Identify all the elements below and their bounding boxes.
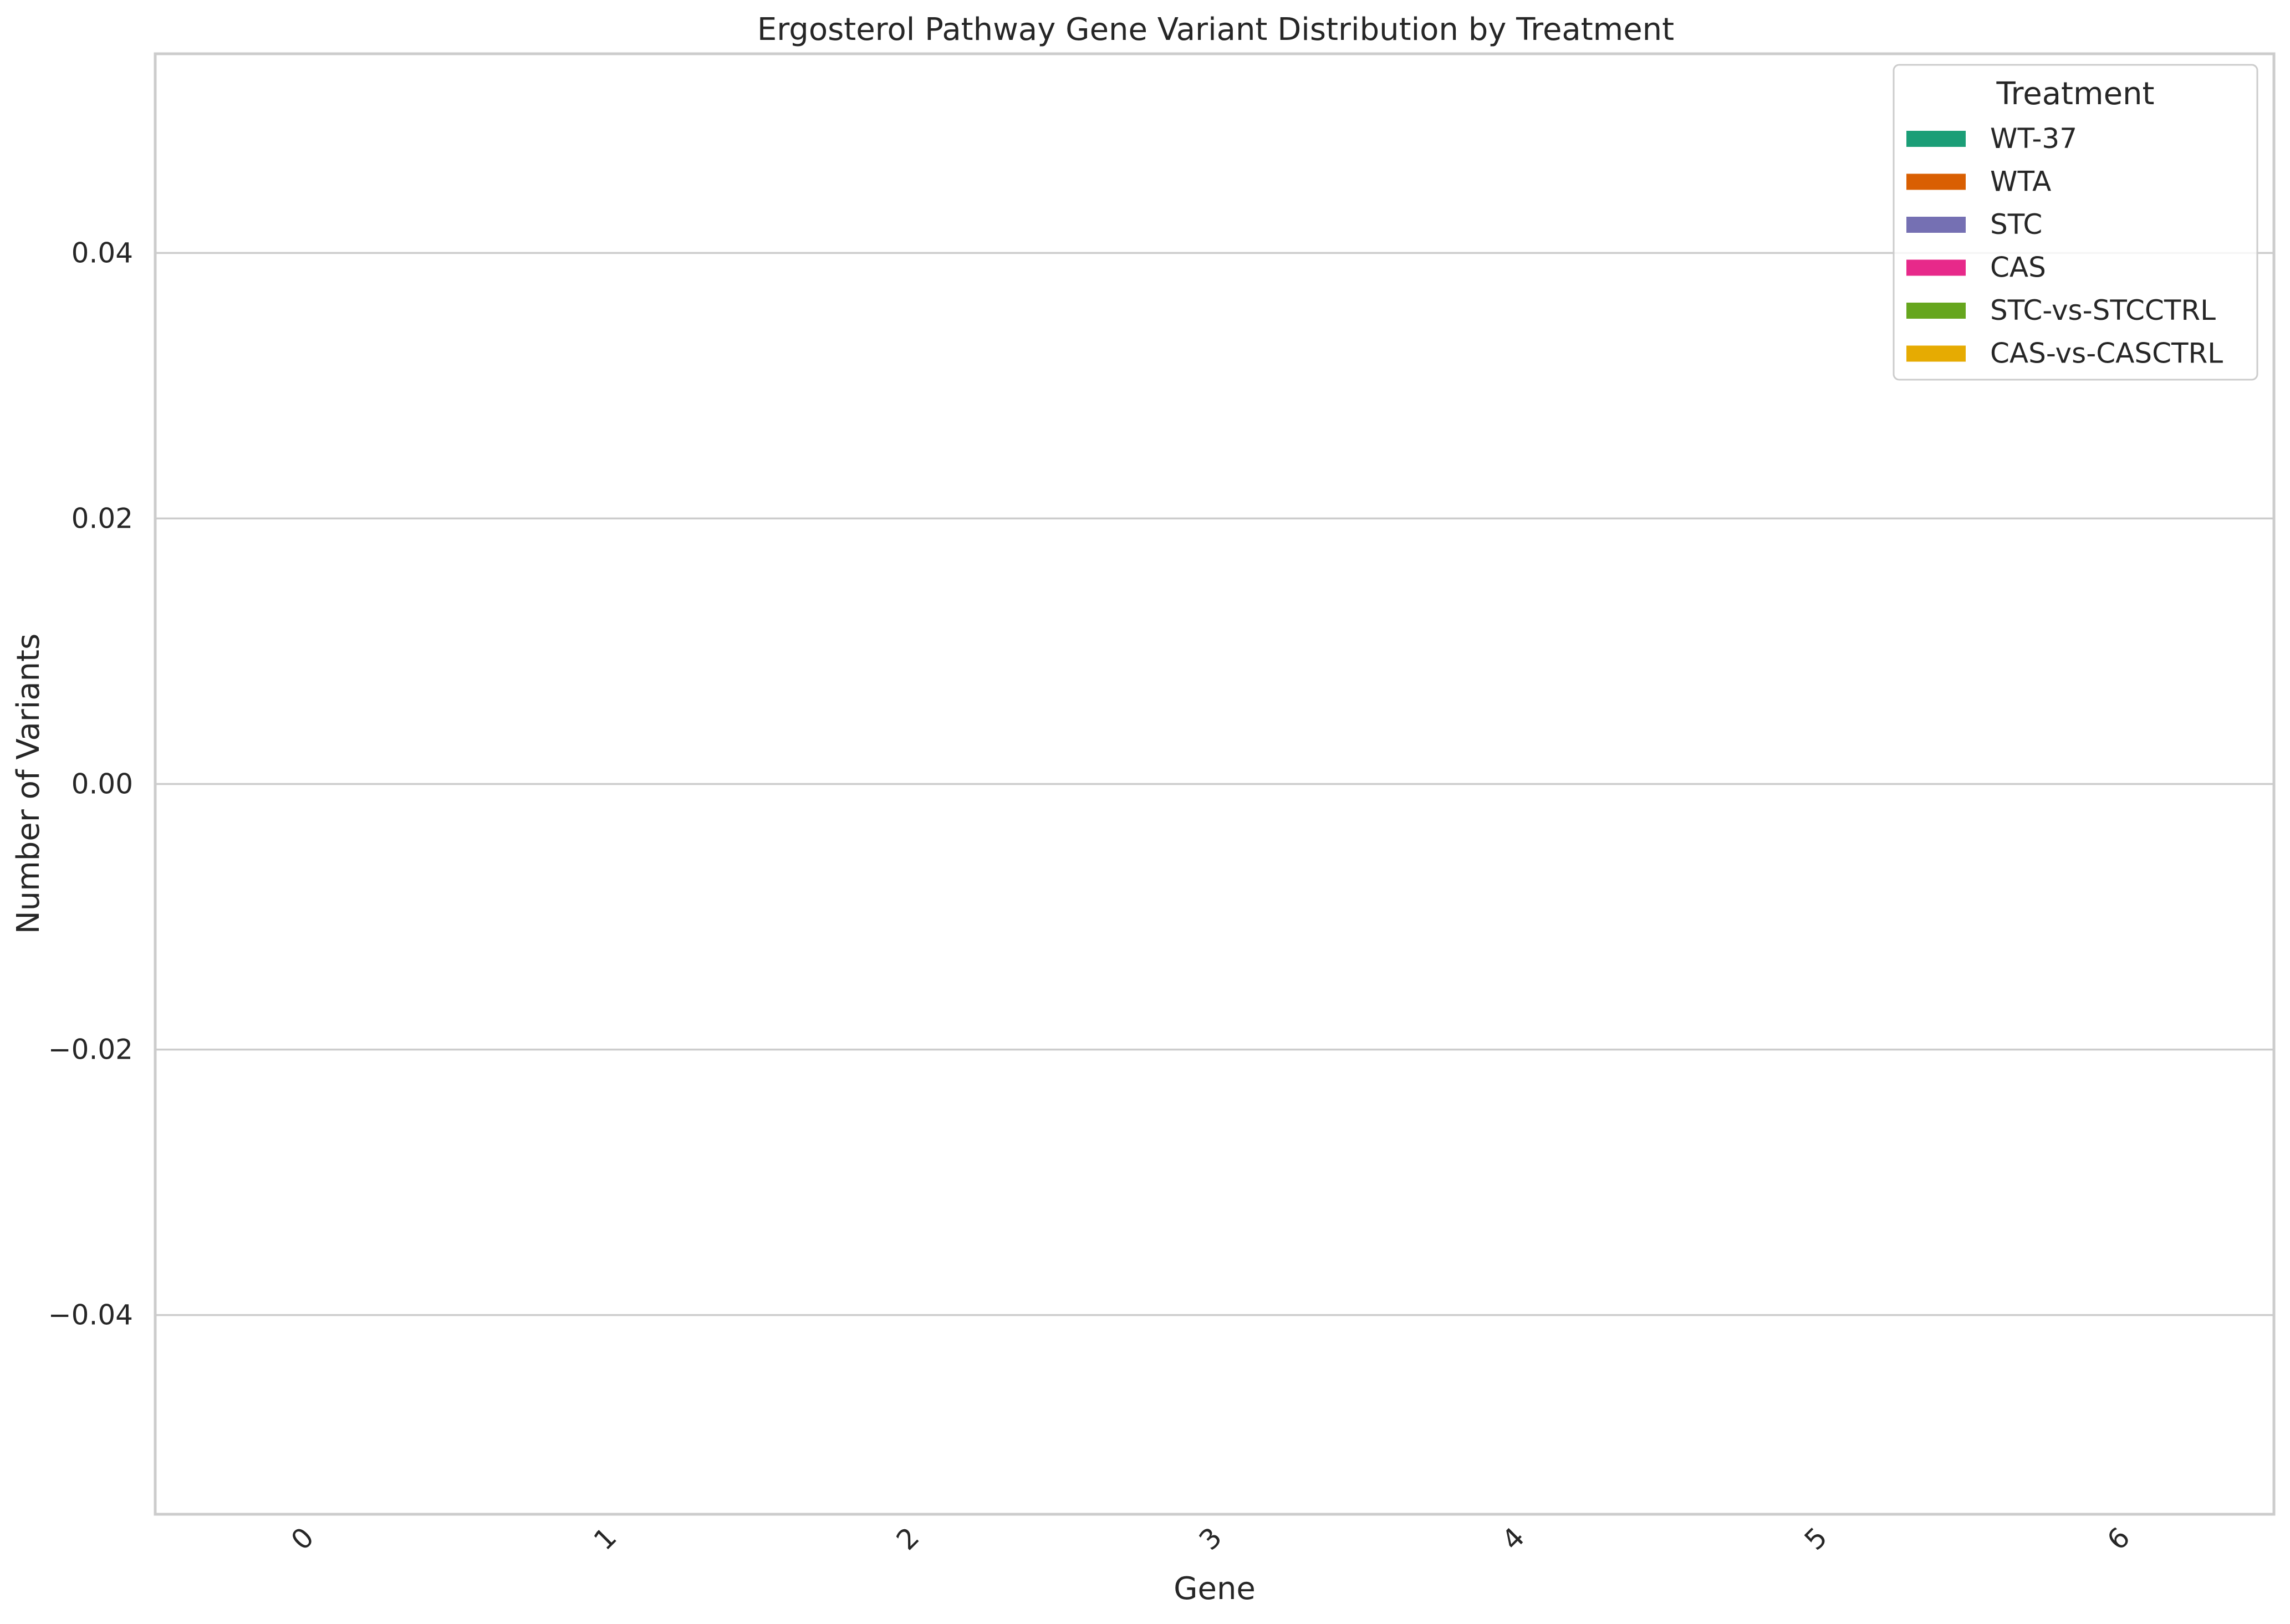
legend-swatch [1906,303,1966,319]
legend-label: STC [1990,208,2042,241]
y-tick-label: −0.02 [48,1034,133,1066]
legend: Treatment WT-37 WTA STC CAS STC-vs-STCCTRL CA… [1893,64,2258,381]
legend-label: WT-37 [1990,122,2077,155]
y-axis-ticks: −0.04 −0.02 0.00 0.02 0.04 [48,237,133,1331]
x-tick-label: 2 [890,1521,926,1556]
y-axis-label: Number of Variants [11,634,47,934]
legend-box [1893,64,2258,381]
legend-label: WTA [1990,166,2051,198]
legend-swatch [1906,173,1966,190]
x-axis-label: Gene [1174,1571,1256,1607]
x-tick-label: 6 [2101,1521,2136,1556]
x-tick-label: 3 [1193,1521,1228,1556]
x-tick-label: 5 [1798,1521,1834,1556]
legend-title: Treatment [1996,76,2155,112]
legend-label: CAS [1990,252,2046,284]
y-tick-label: 0.04 [72,237,133,269]
x-tick-label: 4 [1496,1521,1531,1556]
legend-swatch [1906,217,1966,233]
legend-label: CAS-vs-CASCTRL [1990,338,2223,370]
y-tick-label: 0.02 [72,502,133,534]
y-tick-label: 0.00 [72,768,133,800]
x-tick-label: 0 [285,1521,320,1556]
legend-swatch [1906,131,1966,147]
chart-title: Ergosterol Pathway Gene Variant Distribu… [757,12,1674,48]
legend-label: STC-vs-STCCTRL [1990,294,2216,326]
y-tick-label: −0.04 [48,1299,133,1331]
legend-items: WT-37 WTA STC CAS STC-vs-STCCTRL CAS-vs-CASCT… [1906,122,2223,370]
x-tick-label: 1 [588,1521,623,1556]
legend-swatch [1906,259,1966,276]
plot-frame [154,52,2276,1516]
legend-swatch [1906,345,1966,362]
x-axis-ticks: 0 1 2 3 4 5 6 [285,1521,2136,1556]
gridlines [155,252,2274,1316]
